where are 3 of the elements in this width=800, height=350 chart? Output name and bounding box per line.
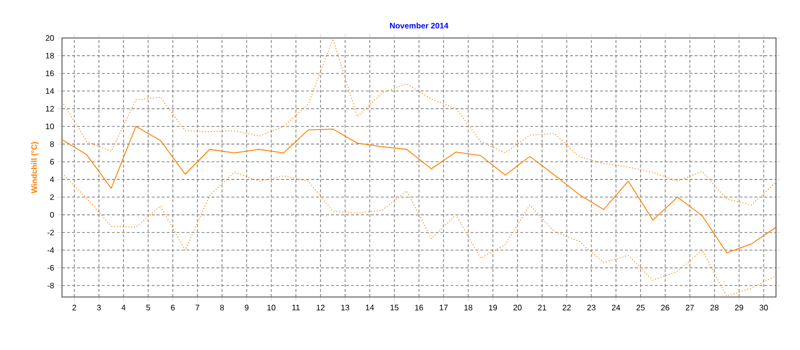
line-series: [62, 38, 776, 206]
line-series: [62, 172, 776, 297]
line-series: [62, 126, 776, 254]
